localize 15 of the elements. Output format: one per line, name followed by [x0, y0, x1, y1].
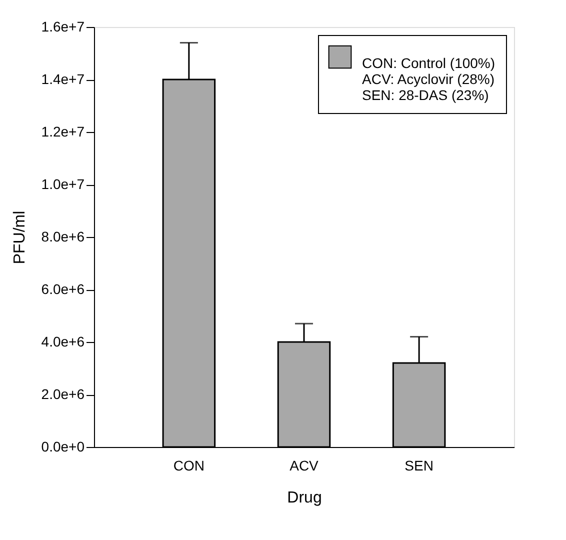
y-axis-title: PFU/ml: [11, 210, 28, 264]
y-tick-label: 0.0e+0: [41, 438, 85, 454]
x-tick-label: SEN: [404, 458, 434, 474]
y-tick-label: 8.0e+6: [41, 228, 85, 244]
x-axis-title: Drug: [287, 490, 322, 506]
y-tick-label: 1.6e+7: [41, 18, 85, 34]
y-tick-label: 1.0e+7: [41, 176, 85, 192]
y-tick-label: 1.2e+7: [41, 124, 85, 140]
x-tick-label: ACV: [290, 458, 320, 474]
legend-label: CON: Control (100%) ACV: Acyclovir (28%) SEN: 28-DAS (23%): [362, 55, 496, 103]
y-tick-label: 4.0e+6: [41, 334, 85, 350]
y-tick-label: 6.0e+6: [41, 281, 85, 297]
x-tick-label: CON: [173, 458, 204, 474]
y-tick-label: 1.4e+7: [41, 71, 85, 87]
y-tick-label: 2.0e+6: [41, 386, 85, 402]
